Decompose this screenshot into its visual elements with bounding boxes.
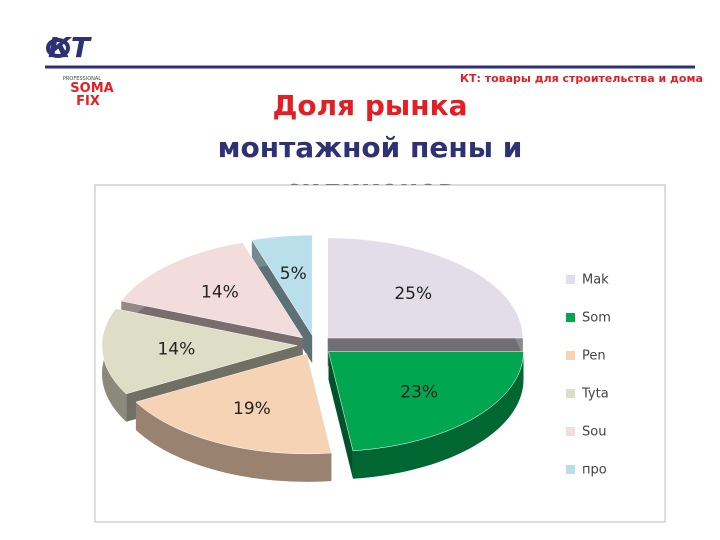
data-label: 19% bbox=[233, 399, 271, 419]
data-label: 25% bbox=[394, 284, 432, 304]
tagline: КТ: товары для строительства и дома bbox=[460, 72, 703, 85]
slice bbox=[135, 353, 332, 455]
legend-label: Sou bbox=[582, 425, 606, 440]
brand-top: SOMA bbox=[70, 81, 113, 96]
legend-swatch bbox=[566, 351, 575, 360]
legend-swatch bbox=[566, 389, 575, 398]
legend-swatch bbox=[566, 465, 575, 474]
brand-caption: PROFESSIONAL bbox=[63, 76, 101, 82]
data-label: 14% bbox=[201, 283, 239, 303]
legend-label: Pen bbox=[582, 349, 606, 364]
legend-label: про bbox=[582, 463, 607, 478]
logo-mark bbox=[46, 38, 70, 58]
legend-swatch bbox=[566, 313, 575, 322]
data-label: 14% bbox=[157, 340, 195, 360]
legend-label: Som bbox=[582, 311, 611, 326]
legend-swatch bbox=[566, 427, 575, 436]
slice bbox=[251, 234, 313, 337]
legend: Mak Som Pen Tyta Sou про bbox=[566, 273, 611, 478]
data-label: 5% bbox=[280, 264, 307, 284]
slice-wall bbox=[328, 351, 353, 479]
legend-label: Mak bbox=[582, 273, 609, 288]
slice-side bbox=[135, 401, 332, 482]
slice bbox=[328, 351, 524, 452]
slice bbox=[327, 237, 523, 339]
legend-swatch bbox=[566, 275, 575, 284]
brand-bottom: FIX bbox=[76, 94, 100, 109]
data-label: 23% bbox=[400, 383, 438, 403]
slice bbox=[120, 242, 304, 339]
slice-side bbox=[352, 351, 524, 479]
slice bbox=[101, 308, 298, 395]
legend-label: Tyta bbox=[581, 387, 609, 402]
